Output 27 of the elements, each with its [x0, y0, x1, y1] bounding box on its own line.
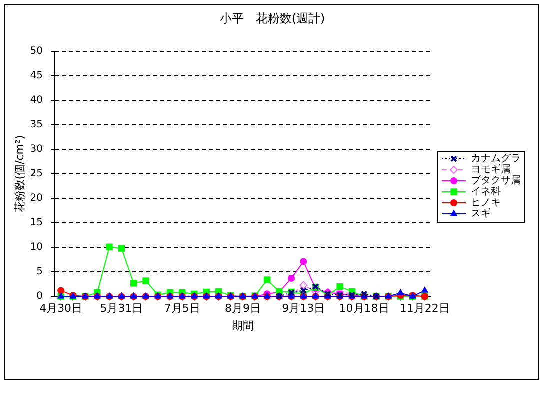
chart-title: 小平 花粉数(週計) — [220, 11, 326, 26]
legend-label: ヒノキ — [471, 198, 501, 209]
legend-label: カナムグラ — [471, 154, 521, 165]
y-tick-label: 40 — [30, 95, 43, 106]
x-axis-title: 期間 — [232, 319, 254, 332]
y-axis-title: 花粉数(個/cm²) — [13, 135, 26, 213]
y-tick-label: 20 — [30, 193, 43, 204]
y-tick-label: 45 — [30, 70, 43, 82]
x-tick-label: 10月18日 — [339, 302, 390, 316]
legend-label: イネ科 — [471, 186, 501, 198]
y-tick-label: 25 — [30, 168, 43, 180]
y-tick-label: 35 — [30, 120, 43, 131]
x-tick-label: 4月30日 — [40, 302, 83, 316]
y-tick-label: 10 — [30, 242, 43, 254]
x-tick-label: 11月22日 — [400, 302, 450, 316]
y-tick-label: 30 — [30, 144, 43, 156]
legend-label: スギ — [471, 208, 491, 220]
x-tick-label: 9月13日 — [282, 302, 326, 316]
x-tick-label: 7月5日 — [164, 302, 200, 316]
x-tick-label: 5月31日 — [100, 302, 144, 316]
y-tick-label: 5 — [36, 266, 43, 278]
y-tick-label: 0 — [36, 291, 43, 302]
x-tick-label: 8月9日 — [225, 302, 261, 316]
legend-label: ブタクサ属 — [471, 174, 521, 187]
y-tick-label: 15 — [30, 218, 43, 229]
y-tick-label: 50 — [30, 46, 43, 57]
legend-label: ヨモギ属 — [471, 164, 511, 176]
